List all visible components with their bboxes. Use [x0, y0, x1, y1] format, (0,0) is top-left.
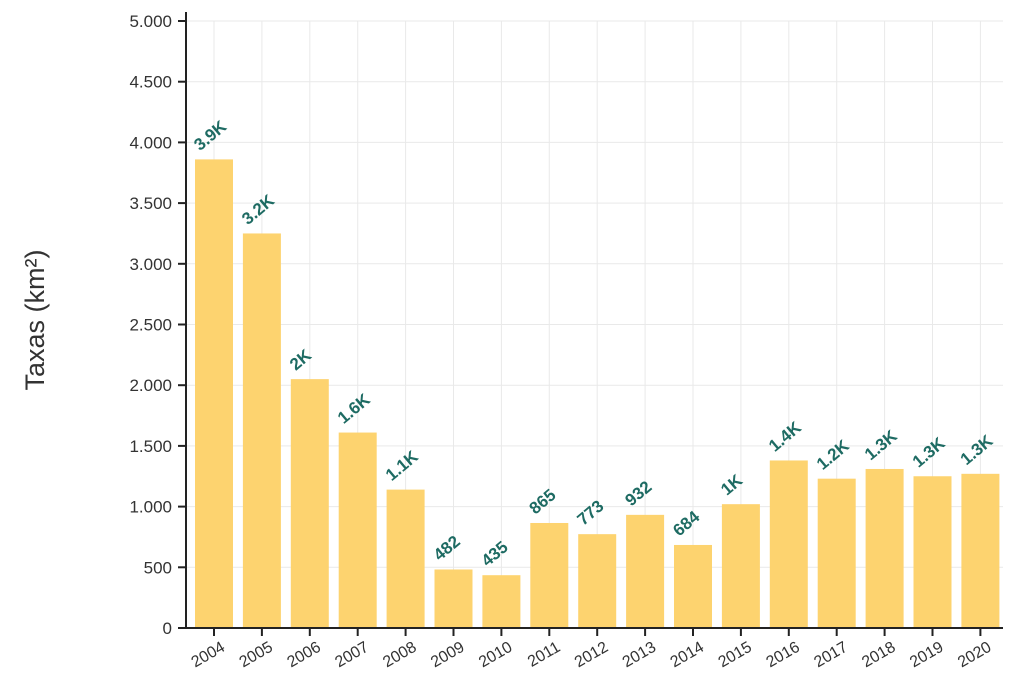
y-tick-label: 1.000	[129, 498, 172, 517]
x-tick-label: 2008	[380, 639, 419, 672]
x-tick-label: 2012	[572, 639, 611, 672]
y-tick-label: 1.500	[129, 437, 172, 456]
x-tick-label: 2013	[620, 639, 659, 672]
x-tick-label: 2011	[525, 639, 563, 671]
bar	[578, 534, 617, 628]
data-label: 1.4K	[765, 417, 805, 455]
x-tick-label: 2014	[668, 639, 707, 672]
bar	[626, 514, 665, 628]
bars	[195, 159, 1000, 628]
x-tick-label: 2019	[907, 639, 946, 672]
y-tick-label: 2.000	[129, 376, 172, 395]
bar	[434, 569, 473, 628]
y-tick-label: 500	[144, 558, 172, 577]
data-label: 684	[669, 507, 703, 540]
bar	[961, 473, 1000, 628]
data-label: 1.1K	[382, 447, 422, 485]
x-tick-label: 2016	[763, 639, 802, 672]
bar	[386, 489, 425, 628]
x-tick-label: 2009	[428, 639, 467, 672]
data-label: 435	[478, 537, 512, 570]
data-label: 1.3K	[957, 431, 997, 469]
x-tick-label: 2004	[189, 639, 228, 672]
y-tick-label: 3.500	[129, 194, 172, 213]
bar	[195, 159, 233, 628]
axes: 0 500 1.000 1.500 2.000 2.500 3.000 3.500 4.000 4…	[129, 12, 1003, 671]
bar	[338, 432, 377, 628]
y-tick-label: 0	[163, 619, 172, 638]
bar	[290, 379, 329, 628]
data-label: 482	[430, 532, 464, 565]
y-tick-label: 5.000	[129, 12, 172, 31]
data-label: 2K	[286, 345, 315, 374]
data-label: 865	[526, 485, 560, 518]
data-label: 773	[574, 496, 608, 529]
x-tick-label: 2018	[859, 639, 898, 672]
bar	[721, 504, 760, 628]
data-label: 1.2K	[813, 436, 853, 474]
bar	[482, 575, 521, 628]
bar	[913, 476, 952, 628]
bar	[817, 478, 856, 628]
data-label: 1.6K	[334, 390, 374, 428]
bar	[242, 233, 281, 628]
data-label: 3.9K	[190, 116, 230, 154]
y-tick-label: 4.500	[129, 73, 172, 92]
y-tick-label: 3.000	[129, 255, 172, 274]
x-tick-label: 2020	[955, 639, 994, 672]
x-tick-label: 2007	[332, 639, 371, 672]
data-label: 1.3K	[861, 426, 901, 464]
bar	[769, 460, 808, 628]
bar	[530, 522, 569, 628]
x-tick-label: 2006	[284, 639, 323, 672]
x-tick-label: 2005	[237, 639, 276, 672]
data-label: 932	[621, 477, 655, 510]
y-tick-label: 4.000	[129, 133, 172, 152]
y-tick-label: 2.500	[129, 316, 172, 335]
data-label: 1K	[717, 470, 746, 499]
bar	[865, 468, 904, 628]
data-label: 3.2K	[238, 190, 278, 228]
x-tick-label: 2017	[811, 639, 850, 672]
bar	[674, 544, 712, 628]
y-axis-label: Taxas (km²)	[20, 250, 50, 391]
x-tick-label: 2015	[716, 639, 755, 672]
x-tick-label: 2010	[476, 639, 515, 672]
data-label: 1.3K	[909, 433, 949, 471]
